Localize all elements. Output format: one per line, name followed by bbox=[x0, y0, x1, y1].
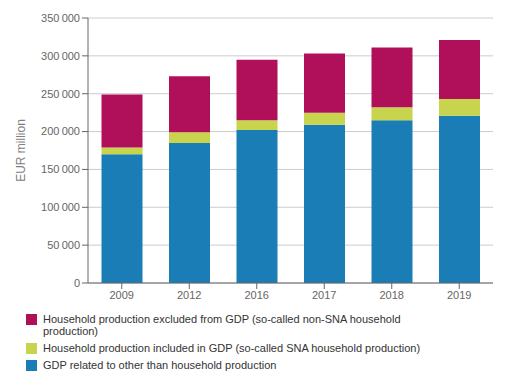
html-text:Household production included: Household production included in GDP (so… bbox=[43, 342, 421, 354]
svg-text:50 000: 50 000 bbox=[47, 239, 80, 251]
html-text:production): production) bbox=[43, 325, 98, 337]
svg-text:EUR million: EUR million bbox=[14, 119, 28, 182]
svg-text:2018: 2018 bbox=[380, 289, 404, 301]
svg-text:250 000: 250 000 bbox=[41, 88, 80, 100]
svg-text:0: 0 bbox=[74, 277, 80, 289]
svg-text:200 000: 200 000 bbox=[41, 125, 80, 137]
svg-text:2009: 2009 bbox=[110, 289, 134, 301]
svg-text:350 000: 350 000 bbox=[41, 12, 80, 24]
svg-text:100 000: 100 000 bbox=[41, 201, 80, 213]
svg-text:2016: 2016 bbox=[245, 289, 269, 301]
svg-text:2017: 2017 bbox=[312, 289, 336, 301]
html-text:GDP related to other than hous: GDP related to other than household prod… bbox=[43, 359, 277, 371]
html-text:Household production excluded: Household production excluded from GDP (… bbox=[43, 313, 401, 325]
svg-text:2019: 2019 bbox=[447, 289, 471, 301]
svg-text:2012: 2012 bbox=[177, 289, 201, 301]
svg-text:150 000: 150 000 bbox=[41, 163, 80, 175]
svg-text:300 000: 300 000 bbox=[41, 50, 80, 62]
